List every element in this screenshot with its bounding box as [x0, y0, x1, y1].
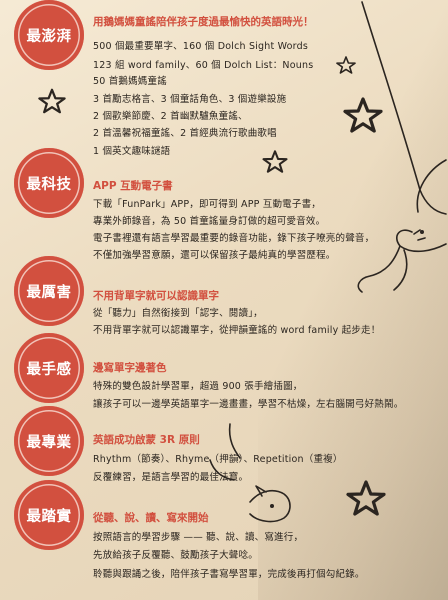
star-icon	[346, 480, 386, 516]
text-line: 不僅加強學習意願，還可以保留孩子最純真的學習歷程。	[93, 250, 336, 261]
text-line: 電子書裡還有語言學習最重要的錄音功能，錄下孩子嘹亮的聲音，	[93, 233, 375, 244]
text-line: 專業外師錄音，為 50 首童謠量身訂做的超可愛音效。	[93, 216, 326, 227]
text-line: 反覆練習，是語言學習的最佳法寶。	[93, 472, 249, 483]
cat-illustration	[357, 1, 447, 293]
section-badge: 最厲害	[14, 256, 84, 326]
star-icon	[336, 56, 356, 74]
section-heading: APP 互動電子書	[93, 180, 173, 192]
text-line: 讓孩子可以一邊學英語單字一邊畫畫，學習不枯燥，左右腦開弓好熱鬧。	[93, 399, 404, 410]
text-line: 2 首溫馨祝福童謠、2 首經典流行歌曲歌唱	[93, 128, 277, 139]
section-heading: 用鵝媽媽童謠陪伴孩子度過最愉快的英語時光！	[93, 16, 314, 28]
text-line: 從「聽力」自然銜接到「認字、閱讀」，	[93, 308, 263, 319]
section-heading: 從聽、說、讀、寫來開始	[93, 512, 209, 524]
text-line: 123 組 word family、60 個 Dolch List：Nouns	[93, 60, 314, 71]
text-line: 先放給孩子反覆聽、鼓勵孩子大聲唸。	[93, 550, 258, 561]
section-badge: 最澎湃	[14, 0, 84, 70]
text-line: 3 首勵志格言、3 個童話角色、3 個遊樂設施	[93, 94, 287, 105]
section-badge: 最專業	[14, 406, 84, 476]
text-line: 500 個最重要單字、160 個 Dolch Sight Words	[93, 41, 308, 52]
star-icon	[262, 150, 288, 173]
text-line: 不用背單字就可以認識單字，從押韻童謠的 word family 起步走！	[93, 325, 381, 336]
text-line: 特殊的雙色設計學習單，超過 900 張手繪插圖，	[93, 381, 303, 392]
section-heading: 邊寫單字邊著色	[93, 362, 167, 374]
star-icon	[38, 88, 66, 114]
section-badge: 最踏實	[14, 480, 84, 550]
text-line: 按照語言的學習步驟 —— 聽、說、讀、寫進行，	[93, 532, 304, 543]
text-line: 1 個英文趣味謎語	[93, 146, 171, 157]
text-line: 50 首鵝媽媽童謠	[93, 76, 167, 87]
text-line: 聆聽與跟誦之後，陪伴孩子書寫學習單，完成後再打個勾紀錄。	[93, 569, 365, 580]
text-line: 2 個歡樂節慶、2 首幽默驢魚童謠、	[93, 111, 248, 122]
dog-illustration	[209, 423, 291, 523]
text-line: 下載「FunPark」APP，即可得到 APP 互動電子書，	[93, 199, 321, 210]
section-heading: 不用背單字就可以認識單字	[93, 290, 219, 302]
section-heading: 英語成功啟蒙 3R 原則	[93, 434, 200, 446]
star-icon	[343, 97, 383, 133]
section-badge: 最手感	[14, 333, 84, 403]
section-badge: 最科技	[14, 148, 84, 218]
text-line: Rhythm（節奏）、Rhyme（押韻）、Repetition（重複）	[93, 454, 343, 465]
